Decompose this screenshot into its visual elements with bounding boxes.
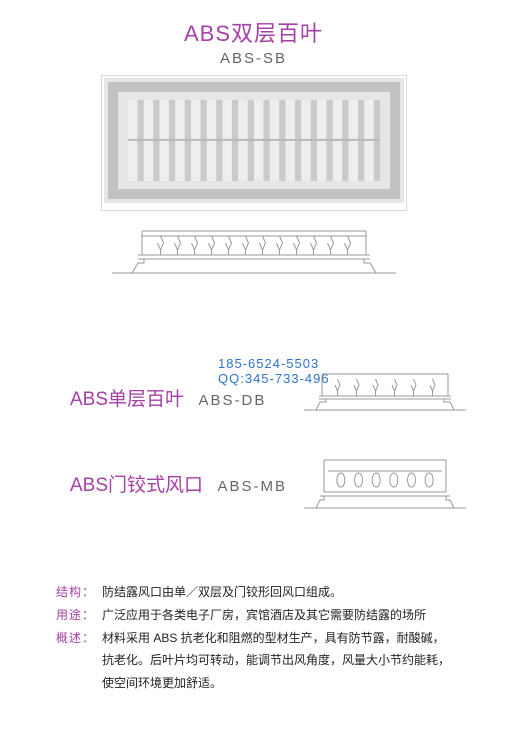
section-drawing-2 xyxy=(300,370,470,422)
use-body: 广泛应用于各类电子厂房，宾馆酒店及其它需要防结露的场所 xyxy=(102,604,456,627)
structure-row: 结构： 防结露风口由单／双层及门铰形回风口组成。 xyxy=(56,581,456,604)
overview-row: 概述： 材料采用 ABS 抗老化和阻燃的型材生产，具有防节露，耐酸碱，抗老化。后… xyxy=(56,627,456,695)
product2-drawing xyxy=(300,370,470,427)
structure-label: 结构： xyxy=(56,581,102,604)
product2-title-cn: ABS单层百叶 xyxy=(70,389,184,410)
overview-label: 概述： xyxy=(56,627,102,695)
product1-drawing xyxy=(0,225,507,292)
product1-heading: ABS双层百叶 ABS-SB xyxy=(0,16,507,67)
overview-body: 材料采用 ABS 抗老化和阻燃的型材生产，具有防节露，耐酸碱，抗老化。后叶片均可… xyxy=(102,627,456,695)
product3-title-code: ABS-MB xyxy=(217,478,287,495)
use-label: 用途： xyxy=(56,604,102,627)
photo-frame xyxy=(101,75,407,211)
product1-title-cn: ABS双层百叶 xyxy=(0,16,507,48)
description-block: 结构： 防结露风口由单／双层及门铰形回风口组成。 用途： 广泛应用于各类电子厂房… xyxy=(56,581,456,695)
louver-vent-image xyxy=(104,78,404,203)
section-drawing-1 xyxy=(104,225,404,287)
phone-text: 185-6524-5503 xyxy=(218,356,330,371)
product2-title-code: ABS-DB xyxy=(198,392,266,409)
product3-drawing xyxy=(300,456,470,521)
use-row: 用途： 广泛应用于各类电子厂房，宾馆酒店及其它需要防结露的场所 xyxy=(56,604,456,627)
section-drawing-3 xyxy=(300,456,470,516)
product1-title-code: ABS-SB xyxy=(0,50,507,67)
product3-title-cn: ABS门铰式风口 xyxy=(70,475,203,496)
product1-photo xyxy=(0,75,507,211)
structure-body: 防结露风口由单／双层及门铰形回风口组成。 xyxy=(102,581,456,604)
